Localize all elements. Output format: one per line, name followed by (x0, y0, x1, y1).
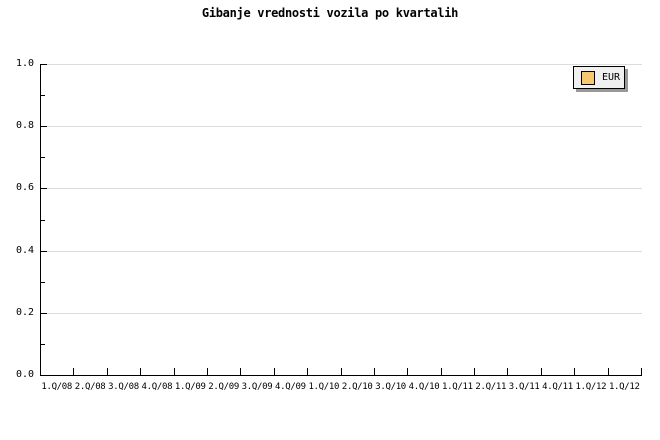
y-axis-tick-label: 1.0 (15, 58, 34, 69)
x-tick (574, 368, 575, 375)
x-tick (207, 368, 208, 375)
x-tick (374, 368, 375, 375)
x-axis-tick-label: 1.Q/11 (442, 382, 473, 392)
x-axis-tick-label: 3.Q/10 (375, 382, 406, 392)
y-gridline (41, 126, 642, 127)
x-axis-tick-label: 1.Q/12 (608, 382, 640, 392)
x-tick (107, 368, 108, 375)
y-minor-tick (41, 95, 45, 96)
x-tick (608, 368, 609, 375)
y-gridline (41, 188, 642, 189)
y-gridline (41, 64, 642, 65)
x-tick (240, 368, 241, 375)
x-axis-tick-label: 2.Q/10 (341, 382, 373, 392)
x-axis-tick-label: 1.Q/09 (174, 382, 206, 392)
x-axis-tick-label: 1.Q/08 (41, 382, 73, 392)
x-axis-tick-label: 2.Q/09 (208, 382, 239, 392)
x-axis-tick-label: 4.Q/10 (408, 382, 440, 392)
y-major-tick (41, 64, 47, 65)
x-axis-tick-label: 4.Q/11 (542, 382, 573, 392)
y-major-tick (41, 188, 47, 189)
x-axis-tick-label: 1.Q/10 (308, 382, 340, 392)
y-axis-tick-label: 0.2 (15, 307, 34, 318)
x-tick (407, 368, 408, 375)
plot-area (40, 64, 642, 376)
y-minor-tick (41, 282, 45, 283)
x-tick (474, 368, 475, 375)
x-tick (274, 368, 275, 375)
x-tick (307, 368, 308, 375)
y-major-tick (41, 251, 47, 252)
x-tick (441, 368, 442, 375)
x-axis-tick-label: 3.Q/11 (508, 382, 540, 392)
x-tick (174, 368, 175, 375)
x-axis-tick-label: 2.Q/08 (74, 382, 106, 392)
legend-item-label: EUR (602, 71, 621, 83)
y-major-tick (41, 126, 47, 127)
y-minor-tick (41, 157, 45, 158)
x-axis-tick-label: 1.Q/12 (575, 382, 607, 392)
y-axis-tick-label: 0.4 (15, 245, 34, 256)
x-tick (541, 368, 542, 375)
x-axis-tick-label: 4.Q/08 (141, 382, 173, 392)
y-minor-tick (41, 344, 45, 345)
x-tick (507, 368, 508, 375)
x-axis-tick-label: 3.Q/09 (241, 382, 273, 392)
y-minor-tick (41, 220, 45, 221)
x-axis-tick-label: 2.Q/11 (475, 382, 507, 392)
legend-box: EUR (573, 66, 625, 89)
y-gridline (41, 251, 642, 252)
x-axis-tick-label: 3.Q/08 (108, 382, 139, 392)
x-tick (73, 368, 74, 375)
legend-swatch-eur (581, 70, 595, 85)
y-axis-tick-label: 0.6 (15, 182, 34, 193)
x-tick (641, 368, 642, 375)
y-gridline (41, 313, 642, 314)
x-tick (341, 368, 342, 375)
x-tick (140, 368, 141, 375)
chart-title: Gibanje vrednosti vozila po kvartalih (201, 6, 459, 20)
y-major-tick (41, 313, 47, 314)
y-axis-tick-label: 0.8 (15, 120, 34, 131)
x-axis-tick-label: 4.Q/09 (275, 382, 306, 392)
y-axis-tick-label: 0.0 (15, 369, 34, 380)
